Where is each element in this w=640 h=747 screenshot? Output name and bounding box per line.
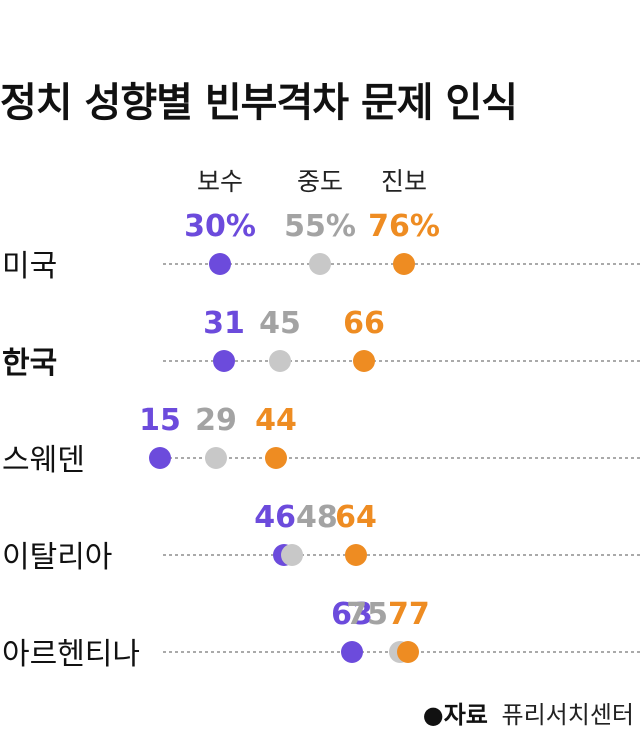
data-point-progressive	[353, 350, 375, 372]
data-label-conservative: 30%	[184, 209, 256, 244]
data-point-moderate	[309, 253, 331, 275]
category-label: 이탈리아	[2, 540, 112, 575]
data-label-moderate: 48	[296, 500, 338, 535]
category-label: 미국	[2, 249, 57, 284]
data-label-moderate: 45	[259, 306, 301, 341]
source-label: ●자료	[422, 701, 488, 729]
data-label-moderate: 29	[195, 403, 237, 438]
data-label-conservative: 63	[331, 597, 373, 632]
data-label-progressive: 77	[388, 597, 430, 632]
data-point-conservative	[341, 641, 363, 663]
data-point-moderate	[205, 447, 227, 469]
legend-progressive: 진보	[381, 167, 427, 196]
data-label-conservative: 31	[203, 306, 245, 341]
source-note: ●자료 퓨리서치센터	[423, 695, 634, 730]
data-point-moderate	[269, 350, 291, 372]
data-point-moderate	[281, 544, 303, 566]
legend-conservative: 보수	[197, 167, 243, 196]
data-point-progressive	[393, 253, 415, 275]
category-label: 아르헨티나	[2, 637, 140, 672]
category-label: 스웨덴	[2, 443, 85, 478]
chart-title: 정치 성향별 빈부격차 문제 인식	[0, 80, 518, 126]
data-label-conservative: 15	[139, 403, 181, 438]
data-label-moderate: 55%	[284, 209, 356, 244]
data-point-progressive	[345, 544, 367, 566]
data-label-progressive: 64	[335, 500, 377, 535]
data-label-progressive: 44	[255, 403, 297, 438]
legend-moderate: 중도	[297, 167, 343, 196]
data-label-moderate: 75	[346, 597, 388, 632]
data-point-conservative	[149, 447, 171, 469]
data-point-conservative	[209, 253, 231, 275]
data-point-progressive	[397, 641, 419, 663]
data-label-progressive: 66	[343, 306, 385, 341]
data-label-progressive: 76%	[368, 209, 440, 244]
source-name: 퓨리서치센터	[501, 701, 634, 729]
data-point-conservative	[213, 350, 235, 372]
data-label-conservative: 46	[254, 500, 296, 535]
data-point-progressive	[265, 447, 287, 469]
category-label: 한국	[2, 346, 57, 381]
